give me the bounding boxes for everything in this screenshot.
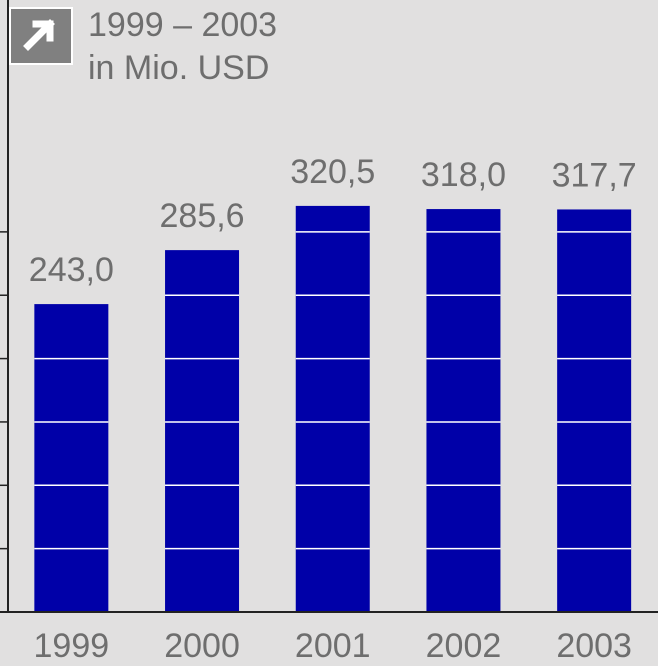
value-label: 243,0 — [29, 251, 114, 289]
value-label: 317,7 — [552, 156, 637, 194]
bar — [295, 205, 370, 612]
icon — [9, 7, 73, 65]
bar — [426, 209, 501, 612]
bar — [557, 209, 632, 613]
value-label: 320,5 — [290, 153, 375, 191]
value-label: 318,0 — [421, 156, 506, 194]
x-tick-label: 1999 — [34, 627, 110, 665]
x-tick-label: 2002 — [426, 627, 502, 665]
x-tick-label: 2000 — [164, 627, 240, 665]
value-label: 285,6 — [160, 197, 245, 235]
bar — [165, 250, 240, 612]
x-tick-label: 2003 — [556, 627, 632, 665]
bar — [34, 304, 109, 612]
chart-title: 1999 – 2003 — [88, 6, 277, 44]
chart-subtitle: in Mio. USD — [88, 49, 269, 87]
x-tick-label: 2001 — [295, 627, 371, 665]
